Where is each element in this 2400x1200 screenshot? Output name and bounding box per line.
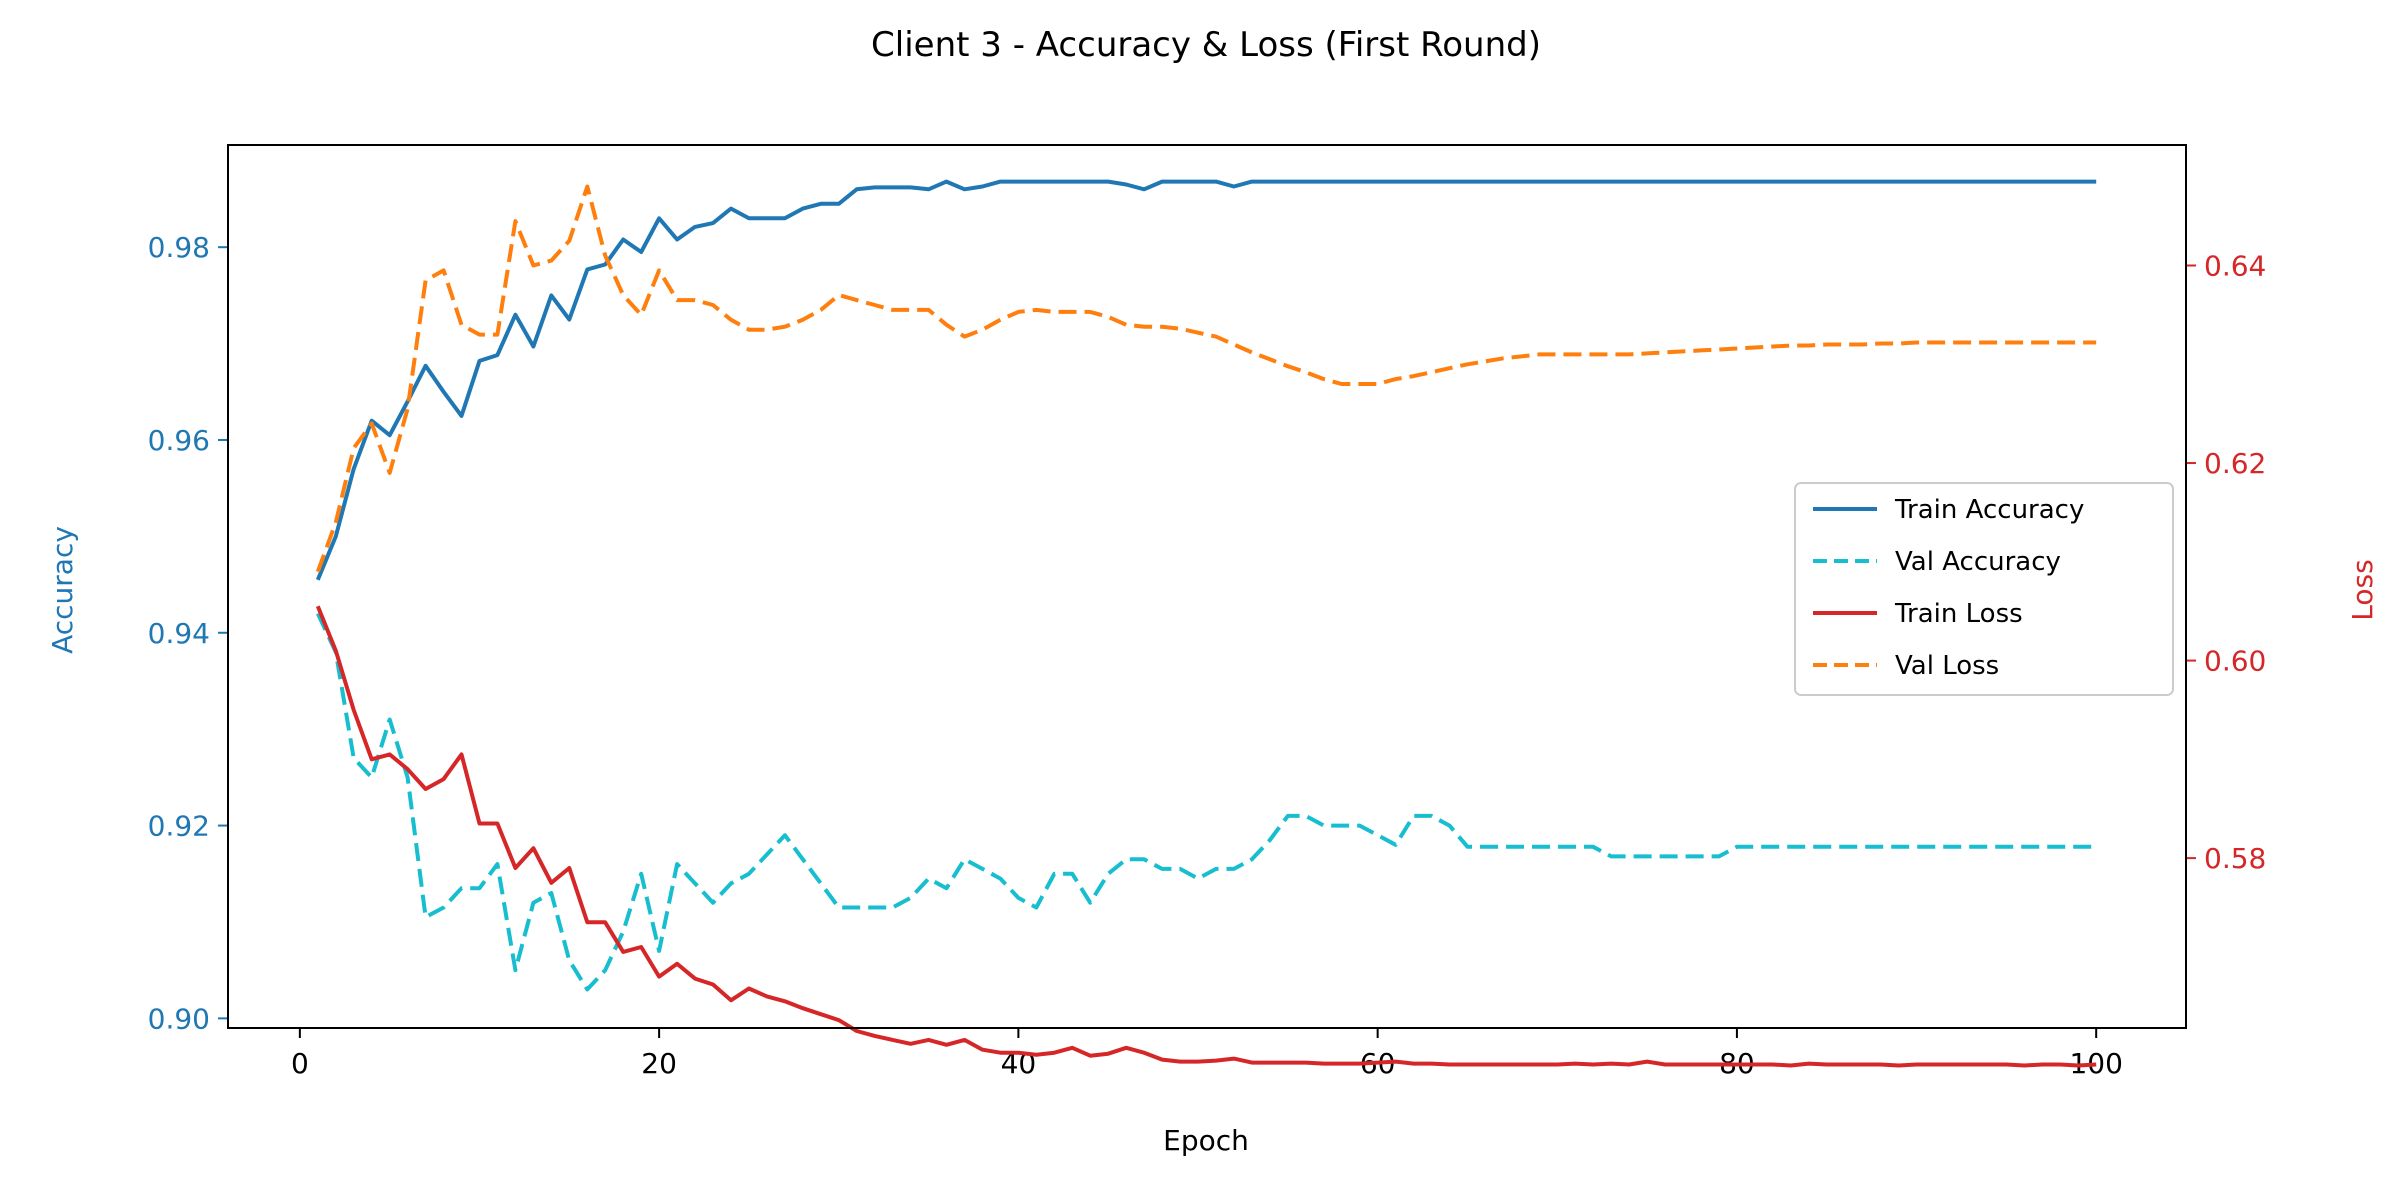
series-line-val-loss (315, 184, 2097, 573)
left-y-tick-label: 0.98 (148, 231, 210, 264)
right-y-tick-label: 0.62 (2204, 447, 2266, 480)
right-y-tick-label: 0.58 (2204, 842, 2266, 875)
series-layer (315, 179, 2097, 1068)
series-line-train-accuracy (315, 179, 2097, 581)
left-y-tick-label: 0.94 (148, 617, 210, 650)
left-axis-label: Accuracy (46, 526, 79, 654)
right-y-tick-label: 0.64 (2204, 249, 2266, 282)
plot-frame (227, 144, 2187, 1029)
legend-entry: Train Loss (1894, 599, 2023, 629)
legend: Train Accuracy Val Accuracy Train Loss Val … (1794, 482, 2174, 696)
legend-box (1794, 482, 2174, 696)
chart-title: Client 3 - Accuracy & Loss (First Round) (871, 25, 1541, 65)
left-y-tick-label: 0.90 (148, 1002, 210, 1035)
left-y-tick-label: 0.92 (148, 810, 210, 843)
x-tick-label: 20 (641, 1047, 677, 1080)
right-y-tick-label: 0.60 (2204, 645, 2266, 678)
x-tick-label: 0 (291, 1047, 309, 1080)
legend-entry: Train Accuracy (1894, 495, 2084, 525)
x-axis-label: Epoch (1163, 1124, 1249, 1157)
series-line-train-loss (315, 605, 2097, 1068)
series-line-val-accuracy (315, 612, 2097, 992)
right-axis-label: Loss (2346, 559, 2379, 620)
legend-entry: Val Accuracy (1895, 547, 2061, 577)
left-y-tick-label: 0.96 (148, 424, 210, 457)
legend-entry: Val Loss (1895, 651, 1999, 681)
tick-layer: 0 20 40 60 80 1000.900.920.940.960.980.580.60… (148, 231, 2267, 1080)
